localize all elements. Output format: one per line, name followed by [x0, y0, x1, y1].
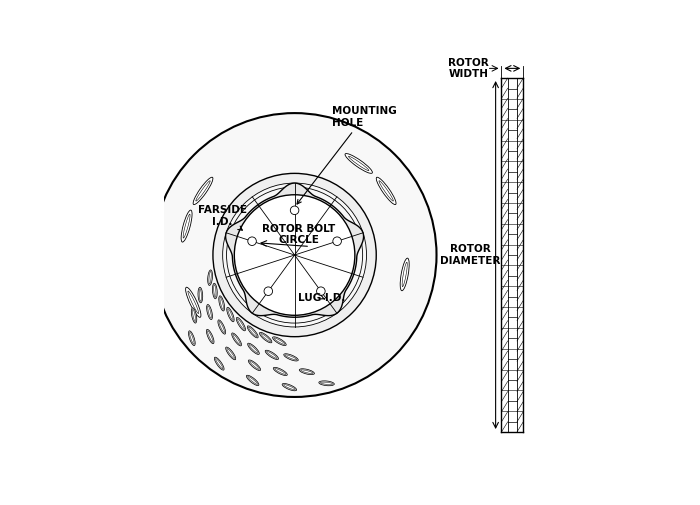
- Ellipse shape: [190, 332, 194, 344]
- Ellipse shape: [400, 258, 410, 291]
- Ellipse shape: [198, 287, 203, 303]
- Ellipse shape: [246, 375, 259, 386]
- Ellipse shape: [260, 332, 272, 343]
- Circle shape: [153, 113, 437, 397]
- Ellipse shape: [345, 154, 372, 173]
- Ellipse shape: [237, 319, 244, 329]
- Ellipse shape: [216, 359, 223, 369]
- Ellipse shape: [285, 355, 297, 360]
- Ellipse shape: [206, 305, 213, 320]
- Ellipse shape: [261, 334, 270, 341]
- Circle shape: [227, 187, 363, 323]
- Ellipse shape: [212, 283, 217, 299]
- Circle shape: [223, 183, 367, 327]
- Text: ROTOR BOLT
CIRCLE: ROTOR BOLT CIRCLE: [262, 224, 335, 245]
- Ellipse shape: [181, 210, 192, 242]
- Circle shape: [248, 237, 256, 245]
- Ellipse shape: [208, 270, 213, 285]
- Circle shape: [316, 287, 326, 295]
- Ellipse shape: [265, 350, 279, 360]
- Circle shape: [332, 237, 342, 245]
- Ellipse shape: [193, 310, 195, 322]
- Ellipse shape: [207, 331, 213, 342]
- Ellipse shape: [208, 306, 211, 318]
- Ellipse shape: [282, 383, 297, 391]
- Ellipse shape: [267, 351, 277, 359]
- Ellipse shape: [377, 177, 396, 205]
- Ellipse shape: [199, 289, 202, 301]
- Ellipse shape: [284, 385, 295, 390]
- Ellipse shape: [227, 348, 235, 359]
- Ellipse shape: [248, 360, 260, 371]
- Ellipse shape: [228, 309, 233, 320]
- Ellipse shape: [233, 334, 240, 344]
- Ellipse shape: [248, 376, 258, 384]
- Ellipse shape: [272, 337, 286, 345]
- Ellipse shape: [219, 296, 225, 311]
- Ellipse shape: [248, 343, 259, 355]
- Circle shape: [234, 195, 355, 315]
- Text: ROTOR
DIAMETER: ROTOR DIAMETER: [440, 244, 500, 266]
- Circle shape: [213, 173, 376, 337]
- Ellipse shape: [300, 369, 314, 375]
- Ellipse shape: [250, 361, 259, 369]
- Ellipse shape: [214, 285, 216, 297]
- Ellipse shape: [318, 381, 335, 386]
- Text: LUG I.D.: LUG I.D.: [298, 293, 346, 303]
- Ellipse shape: [218, 320, 225, 334]
- Ellipse shape: [219, 321, 225, 333]
- Ellipse shape: [249, 344, 258, 353]
- Circle shape: [234, 195, 355, 315]
- Ellipse shape: [232, 333, 242, 346]
- Ellipse shape: [206, 329, 214, 344]
- Ellipse shape: [274, 369, 286, 374]
- Ellipse shape: [301, 370, 313, 374]
- Ellipse shape: [186, 287, 201, 317]
- Ellipse shape: [225, 347, 236, 360]
- Ellipse shape: [191, 308, 197, 323]
- Ellipse shape: [227, 308, 235, 322]
- Text: ROTOR
WIDTH: ROTOR WIDTH: [448, 58, 489, 79]
- Ellipse shape: [273, 367, 287, 376]
- Ellipse shape: [321, 382, 332, 384]
- Ellipse shape: [209, 272, 211, 284]
- Ellipse shape: [284, 354, 298, 361]
- Ellipse shape: [214, 357, 224, 370]
- Polygon shape: [225, 183, 363, 317]
- Ellipse shape: [237, 318, 246, 331]
- Text: MOUNTING
HOLE: MOUNTING HOLE: [297, 106, 396, 204]
- Text: FARSIDE
I.D.: FARSIDE I.D.: [198, 206, 247, 230]
- Ellipse shape: [188, 331, 195, 345]
- Ellipse shape: [247, 326, 258, 338]
- Ellipse shape: [274, 338, 285, 344]
- Ellipse shape: [220, 297, 223, 310]
- Circle shape: [290, 206, 299, 215]
- Ellipse shape: [193, 177, 213, 205]
- Ellipse shape: [248, 327, 257, 336]
- Circle shape: [264, 287, 272, 295]
